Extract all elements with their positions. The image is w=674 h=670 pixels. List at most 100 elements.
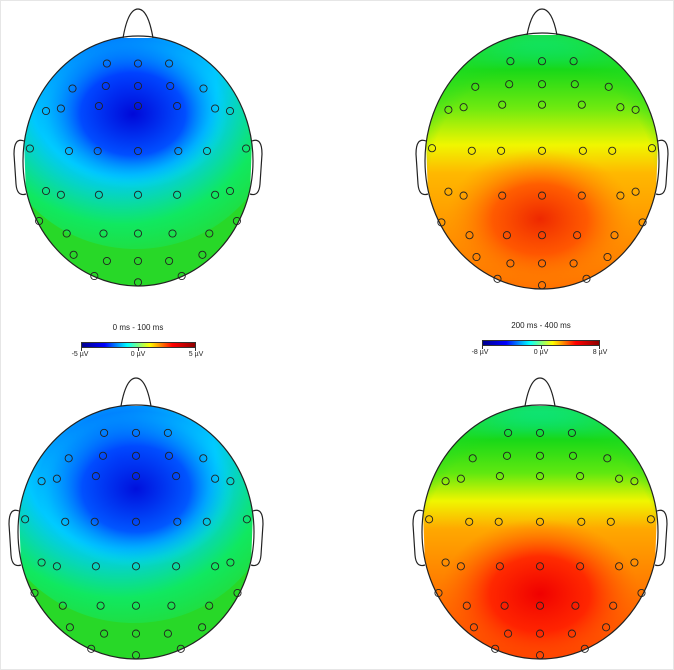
electrode-marker: [498, 191, 507, 200]
nose-shape: [120, 377, 152, 407]
electrode-marker: [173, 517, 182, 526]
electrode-marker: [535, 651, 545, 660]
electrode-marker: [163, 428, 172, 437]
electrode-marker: [232, 216, 241, 226]
colorbar-min-label: -8 µV: [471, 349, 489, 356]
electrode-marker: [495, 562, 504, 571]
electrode-marker: [604, 82, 613, 91]
electrode-marker: [177, 271, 186, 281]
electrode-marker: [102, 256, 111, 266]
electrode-marker: [211, 474, 220, 483]
electrode-marker: [537, 231, 547, 240]
electrode-marker: [91, 562, 100, 571]
electrode-marker: [61, 517, 70, 526]
electrode-marker: [242, 515, 251, 524]
electrode-marker: [163, 629, 172, 638]
electrode-marker: [615, 562, 624, 571]
colorbar-tick: [482, 346, 483, 349]
colorbar-title: 0 ms - 100 ms: [112, 323, 164, 332]
electrode-marker: [462, 601, 471, 610]
electrode-marker: [505, 80, 514, 89]
electrode-marker: [630, 558, 639, 567]
electrode-marker: [56, 104, 65, 113]
electrode-marker: [567, 428, 576, 437]
electrode-marker: [205, 229, 214, 238]
electrode-marker: [226, 558, 235, 567]
electrode-marker: [537, 281, 547, 290]
electrode-marker: [133, 190, 143, 199]
electrode-marker: [164, 451, 174, 460]
electrode-marker: [131, 472, 141, 481]
electrode-marker: [537, 259, 547, 268]
electrode-marker: [471, 82, 480, 91]
colorbar-mid-label: 0 µV: [130, 351, 146, 358]
topomap-bottom-right: [412, 377, 668, 660]
electrode-marker: [68, 84, 77, 93]
electrode-marker: [165, 256, 174, 266]
electrode-marker: [459, 191, 468, 200]
electrode-marker: [199, 84, 208, 93]
electrode-marker: [576, 472, 585, 481]
electrode-marker: [444, 105, 453, 114]
electrode-marker: [647, 144, 657, 153]
electrode-marker: [578, 146, 587, 155]
electrode-marker: [497, 146, 506, 155]
electrode-marker: [571, 601, 580, 610]
electrode-marker: [456, 562, 465, 571]
electrode-marker: [580, 644, 589, 653]
colorbar-gradient: [482, 340, 600, 346]
electrode-marker: [94, 101, 103, 111]
electrode-marker: [202, 517, 211, 526]
topomap-top-right: [415, 8, 669, 290]
electrode-marker: [52, 474, 61, 483]
electrode-marker: [233, 588, 242, 598]
colorbar-mid-label: 0 µV: [533, 349, 549, 356]
electrode-marker: [131, 428, 141, 437]
electrode-marker: [198, 250, 207, 259]
electrode-marker: [535, 472, 545, 481]
electrode-marker: [506, 259, 515, 268]
electrode-marker: [506, 57, 515, 66]
electrode-marker: [535, 517, 545, 526]
electrode-marker: [603, 454, 612, 463]
electrode-marker: [172, 472, 181, 481]
colorbar-max-label: 8 µV: [592, 349, 608, 356]
electrode-marker: [69, 250, 78, 259]
electrode-marker: [535, 451, 545, 460]
electrode-marker: [569, 259, 578, 268]
electrode-marker: [441, 477, 450, 486]
electrode-marker: [225, 106, 235, 116]
left-ear-shape: [13, 139, 27, 196]
colorbar-max-label: 5 µV: [188, 351, 204, 358]
electrode-marker: [504, 629, 513, 638]
electrode-marker: [198, 623, 207, 632]
electrode-marker: [133, 256, 143, 266]
electrode-marker: [577, 191, 586, 200]
electrode-marker: [535, 562, 545, 571]
electrode-marker: [131, 517, 141, 526]
electrode-layer: [25, 59, 251, 287]
electrode-marker: [631, 187, 640, 196]
colorbar-tick: [541, 346, 542, 349]
electrode-marker: [606, 517, 615, 526]
electrode-marker: [199, 454, 208, 463]
topomap-bottom-left: [8, 377, 264, 660]
electrode-marker: [41, 106, 51, 116]
electrode-marker: [427, 144, 437, 153]
electrode-marker: [434, 588, 443, 598]
electrode-marker: [56, 190, 65, 199]
electrode-marker: [459, 103, 468, 112]
electrode-marker: [576, 562, 585, 571]
electrode-marker: [173, 101, 182, 111]
colorbar-tick: [138, 348, 139, 351]
electrode-marker: [569, 57, 578, 66]
electrode-marker: [87, 644, 96, 653]
electrode-marker: [469, 623, 478, 632]
right-ear-shape: [249, 139, 263, 196]
electrode-marker: [494, 517, 503, 526]
electrode-marker: [616, 103, 625, 112]
topomap-top-left: [13, 8, 263, 287]
electrode-marker: [172, 562, 181, 571]
electrode-marker: [96, 601, 105, 610]
colorbar-tick: [599, 346, 600, 349]
